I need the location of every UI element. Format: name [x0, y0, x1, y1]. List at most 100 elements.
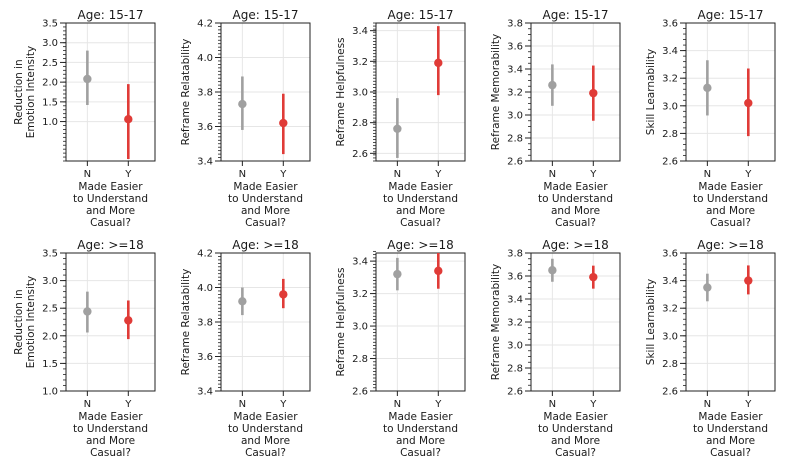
chart-r2c5: 3.6 3.4 3.2 3.0 2.8 2.6 N Y Age: >=18 Skill Learn…: [645, 238, 776, 459]
chart-r1c4-marks: [548, 64, 598, 121]
chart-r1c1-xtick-label-1: Y: [124, 169, 132, 180]
chart-r1c1-point-Y: [124, 115, 133, 124]
chart-r2c5-xtick-label-0: N: [704, 399, 711, 410]
chart-r2c2-title: Age: >=18: [232, 238, 298, 252]
chart-r2c1-xtick-label-0: N: [84, 399, 91, 410]
chart-r1c1-ytick-label-3: 2.0: [42, 78, 58, 89]
chart-r2c1-xlabel-2: and More: [86, 435, 135, 447]
chart-r2c5-marks: [703, 265, 753, 302]
chart-r2c5-ytick-label-3: 3.0: [662, 331, 678, 342]
chart-r2c4-ytick-label-3: 3.2: [507, 318, 523, 329]
chart-r1c3-ytick-label-0: 3.4: [352, 26, 368, 37]
chart-r2c4-ytick-label-0: 3.8: [507, 249, 523, 260]
chart-r2c4-ytick-label-1: 3.6: [507, 272, 523, 283]
chart-r2c2-ytick-label-1: 4.0: [197, 283, 213, 294]
chart-r2c3-ylabel-0: Reframe Helpfulness: [335, 267, 347, 376]
chart-r1c1-ytick-label-5: 1.0: [42, 117, 58, 128]
chart-r1c3-xlabel-2: and More: [396, 205, 445, 217]
chart-r2c4-ytick-label-6: 2.6: [507, 387, 523, 398]
chart-r2c1-ytick-label-1: 3.0: [42, 276, 58, 287]
chart-r2c3: 3.4 3.2 3.0 2.8 2.6 N Y Age: >=18 Reframe Helpfu…: [335, 238, 466, 459]
chart-r1c5-xlabel-0: Made Easier: [698, 181, 763, 193]
chart-r2c2-ytick-label-2: 3.8: [197, 318, 213, 329]
chart-r1c1-xlabel-2: and More: [86, 205, 135, 217]
chart-r2c3-ytick-label-1: 3.2: [352, 289, 368, 300]
chart-r2c1-ylabel-1: Emotion Intensity: [25, 276, 37, 368]
chart-r1c4-ylabel-0: Reframe Memorability: [490, 34, 502, 150]
chart-r1c3: 3.4 3.2 3.0 2.8 2.6 N Y Age: 15-17 Reframe Helpf…: [335, 8, 466, 229]
chart-r2c1-xlabel-0: Made Easier: [78, 411, 143, 423]
chart-r1c4-xlabel-3: Casual?: [555, 217, 596, 229]
chart-r1c2-ytick-label-3: 3.6: [197, 122, 213, 133]
chart-r1c2-ytick-label-1: 4.0: [197, 53, 213, 64]
chart-r1c3-ytick-label-1: 3.2: [352, 57, 368, 68]
chart-r2c3-xlabel-2: and More: [396, 435, 445, 447]
chart-r1c2-xtick-label-1: Y: [279, 169, 287, 180]
chart-r1c3-point-N: [393, 124, 402, 133]
chart-r1c5-ylabel-0: Skill Learnability: [645, 49, 657, 135]
chart-r2c3-xlabel-3: Casual?: [400, 447, 441, 459]
chart-r2c3-title: Age: >=18: [387, 238, 453, 252]
chart-r2c1-xtick-label-1: Y: [124, 399, 132, 410]
chart-r2c4-xtick-label-1: Y: [589, 399, 597, 410]
chart-r2c2-xtick-label-1: Y: [279, 399, 287, 410]
chart-r1c1-ylabel-0: Reduction in: [13, 59, 25, 124]
chart-r1c1-point-N: [83, 74, 92, 84]
chart-r2c1-ytick-label-0: 3.5: [42, 249, 58, 260]
chart-r1c2-title: Age: 15-17: [233, 8, 299, 22]
chart-r2c1-ytick-label-5: 1.0: [42, 387, 58, 398]
chart-r1c1-xtick-label-0: N: [84, 169, 91, 180]
chart-r1c1-xlabel-0: Made Easier: [78, 181, 143, 193]
chart-r1c2-ytick-label-0: 4.2: [197, 19, 213, 30]
chart-r2c5-xlabel-1: to Understand: [693, 423, 768, 435]
chart-r1c2-xlabel-2: and More: [241, 205, 290, 217]
chart-r1c4-point-Y: [589, 88, 598, 98]
chart-r1c2-xtick-label-0: N: [239, 169, 246, 180]
chart-r2c2-ytick-label-0: 4.2: [197, 249, 213, 260]
chart-r1c1: 3.5 3.0 2.5 2.0 1.5 1.0 N Y Age: 15-17 Reduction …: [13, 8, 156, 229]
chart-r2c4-point-Y: [589, 272, 598, 282]
chart-r2c1-point-N: [83, 307, 92, 316]
chart-r1c3-ytick-label-2: 3.0: [352, 88, 368, 99]
chart-r1c4-xlabel-1: to Understand: [538, 193, 613, 205]
chart-r1c5-xlabel-2: and More: [706, 205, 755, 217]
chart-r2c3-ytick-label-2: 3.0: [352, 322, 368, 333]
chart-r1c2-marks: [238, 76, 288, 155]
chart-r2c2-xlabel-3: Casual?: [245, 447, 286, 459]
chart-r2c2-xlabel-2: and More: [241, 435, 290, 447]
chart-r2c2-ytick-label-4: 3.4: [197, 387, 213, 398]
chart-r2c1-xlabel-3: Casual?: [90, 447, 131, 459]
chart-r1c4-ytick-label-3: 3.2: [507, 88, 523, 99]
chart-r1c3-ylabel-0: Reframe Helpfulness: [335, 37, 347, 146]
chart-r1c2-ylabel-0: Reframe Relatability: [180, 39, 192, 146]
chart-r1c4-ytick-label-1: 3.6: [507, 42, 523, 53]
chart-r2c4-xlabel-1: to Understand: [538, 423, 613, 435]
chart-r1c5-xlabel-1: to Understand: [693, 193, 768, 205]
chart-r1c3-point-Y: [434, 58, 443, 68]
chart-r1c4-ytick-label-4: 3.0: [507, 111, 523, 122]
chart-r1c5-marks: [703, 60, 753, 137]
chart-r2c4-ytick-label-5: 2.8: [507, 364, 523, 375]
chart-r2c5-title: Age: >=18: [697, 238, 763, 252]
chart-r1c5-ytick-label-3: 3.0: [662, 101, 678, 112]
chart-r1c4-xtick-label-1: Y: [589, 169, 597, 180]
chart-r2c2-marks: [238, 278, 288, 316]
chart-r2c5-ytick-label-2: 3.2: [662, 304, 678, 315]
chart-r1c1-ytick-label-4: 1.5: [42, 97, 58, 108]
chart-r1c4-point-N: [548, 80, 557, 90]
chart-r2c5-ytick-label-4: 2.8: [662, 359, 678, 370]
chart-r2c4-title: Age: >=18: [542, 238, 608, 252]
chart-r2c3-ytick-label-0: 3.4: [352, 257, 368, 268]
chart-r2c5-ylabel-0: Skill Learnability: [645, 279, 657, 365]
chart-r2c4-ytick-label-2: 3.4: [507, 295, 523, 306]
chart-r1c4-ytick-label-0: 3.8: [507, 19, 523, 30]
chart-r1c1-ytick-label-1: 3.0: [42, 38, 58, 49]
chart-r2c5-point-Y: [744, 276, 753, 285]
chart-r2c1-point-Y: [124, 316, 133, 325]
chart-r2c5-ytick-label-1: 3.4: [662, 276, 678, 287]
chart-r1c2-point-N: [238, 99, 247, 109]
chart-r1c3-xlabel-0: Made Easier: [388, 181, 453, 193]
chart-r2c3-xlabel-0: Made Easier: [388, 411, 453, 423]
chart-r1c5-point-Y: [744, 98, 753, 108]
chart-r2c3-point-N: [393, 269, 402, 279]
